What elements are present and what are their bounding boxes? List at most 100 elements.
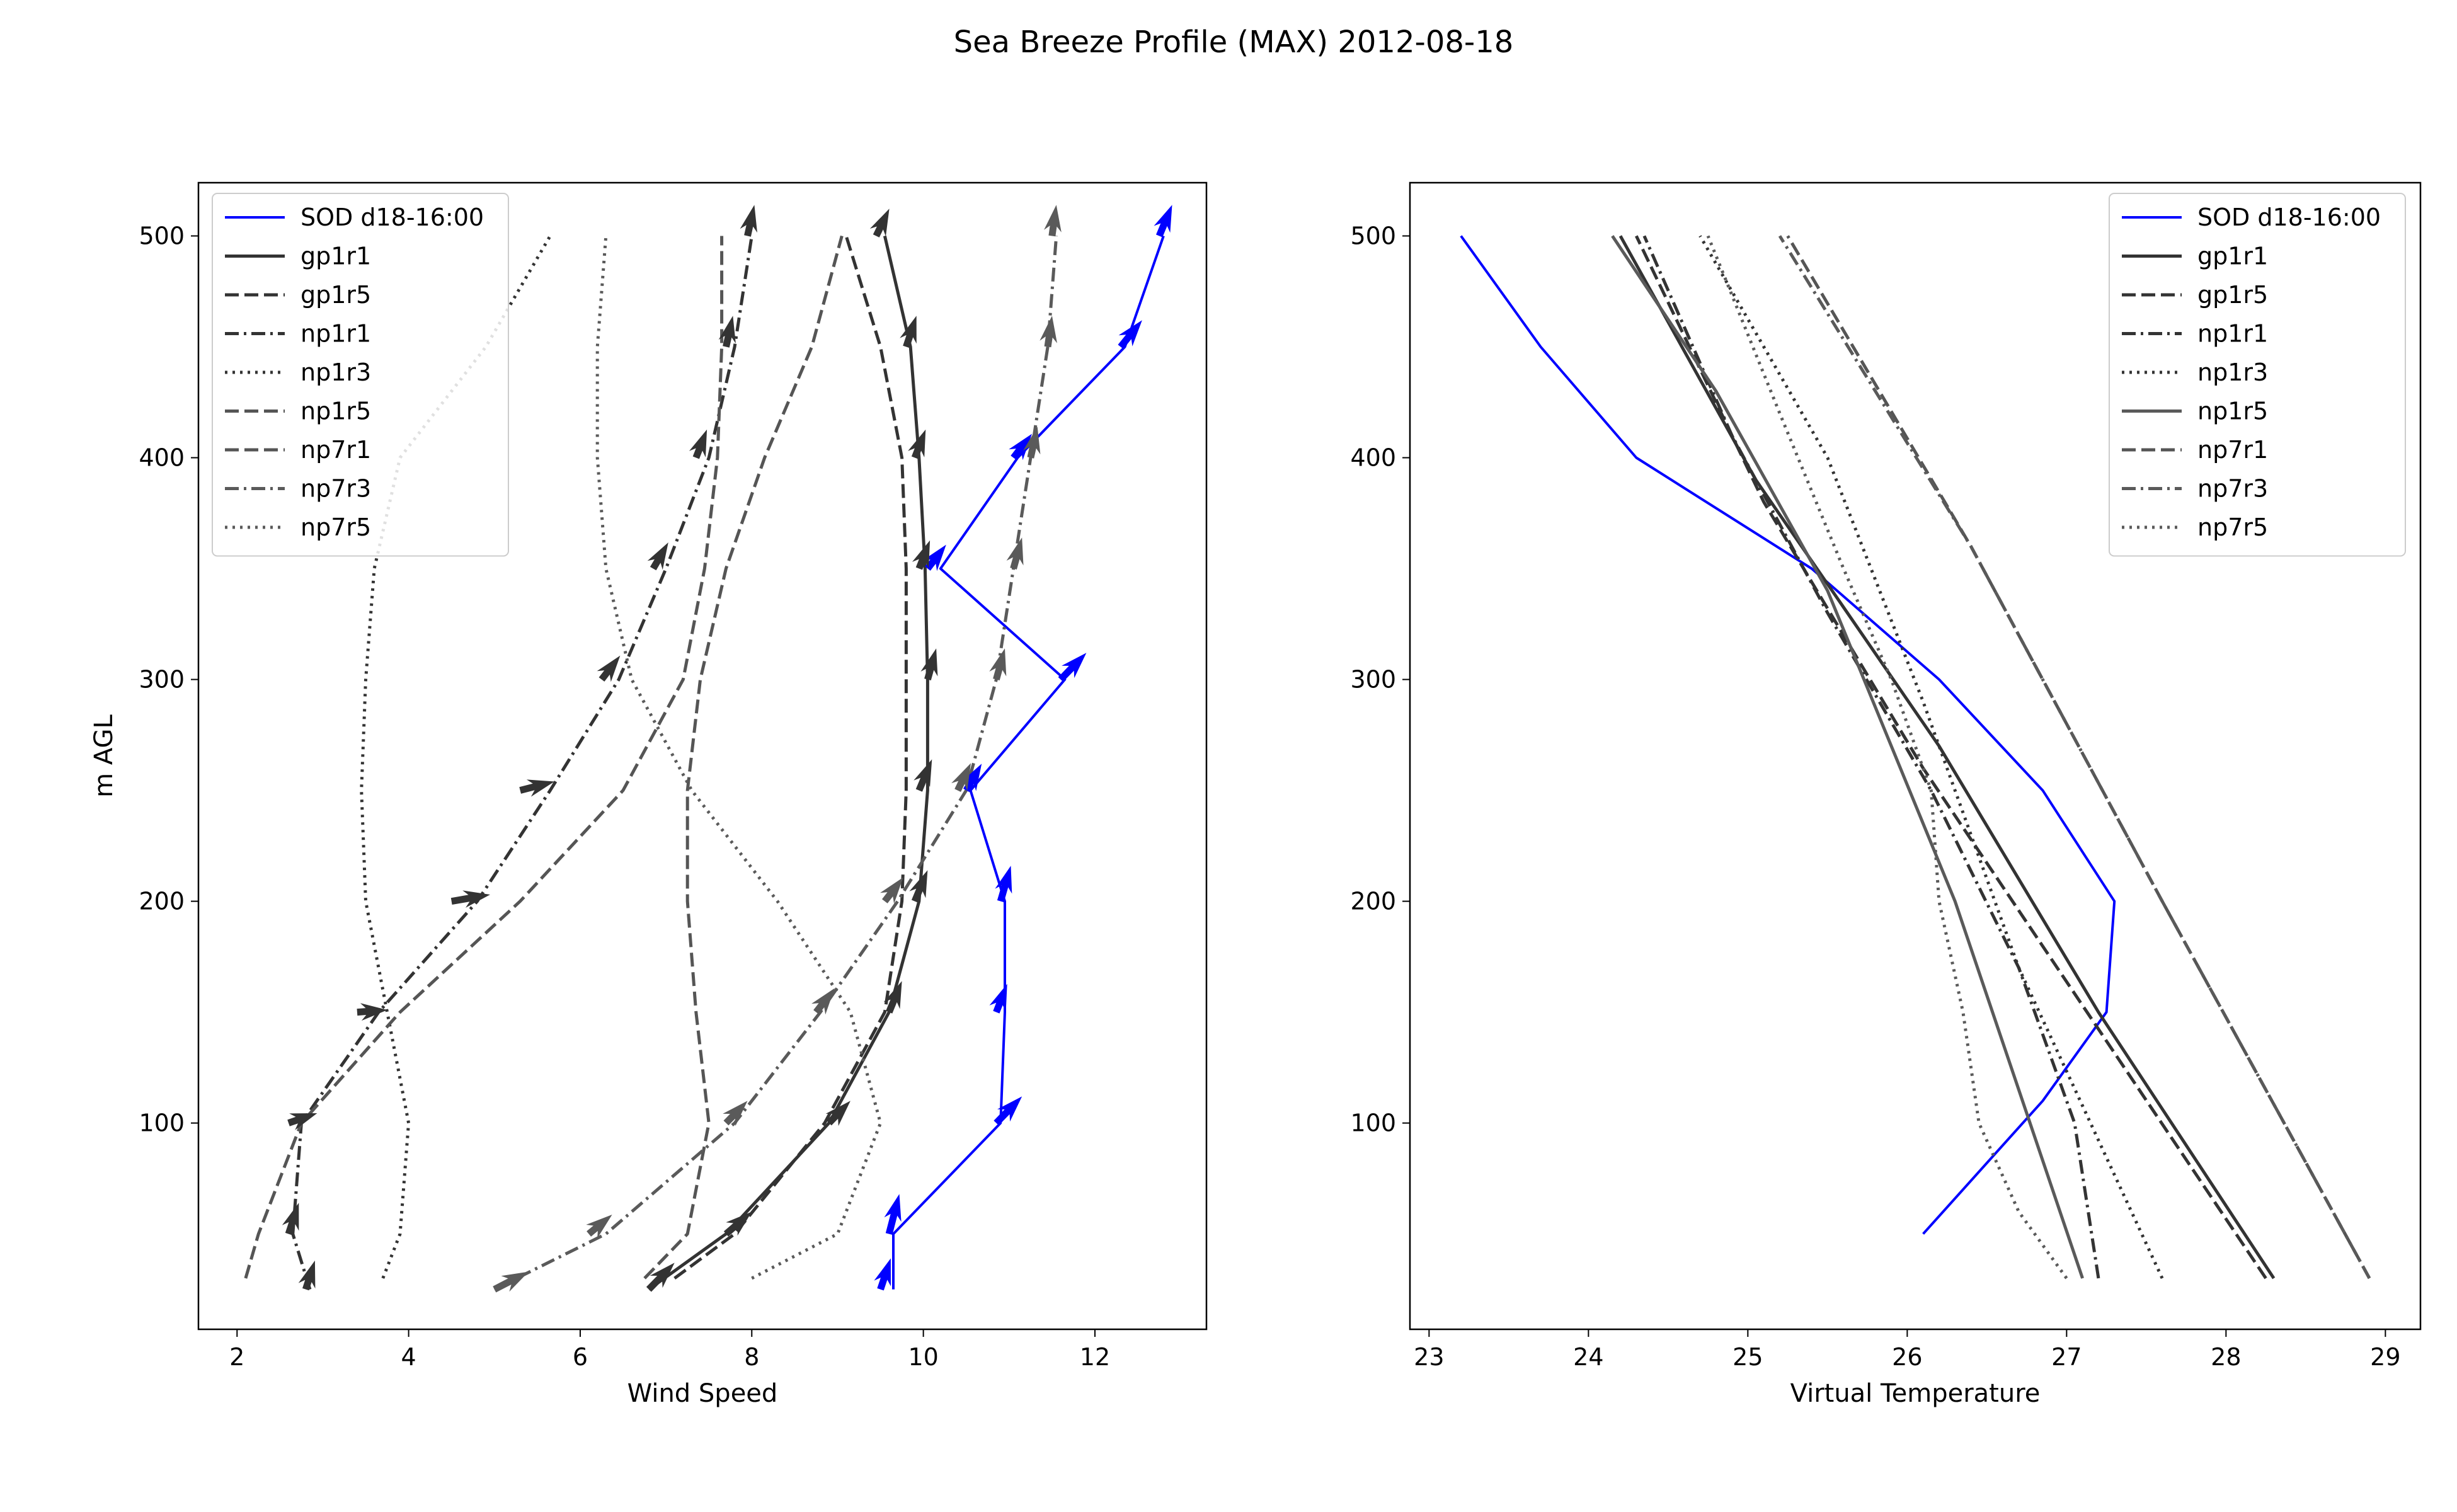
wind-arrow-np1r1 xyxy=(450,890,490,908)
legend-label: SOD d18-16:00 xyxy=(2197,203,2381,231)
legend-label: gp1r1 xyxy=(301,243,371,270)
wind-arrow-np7r3 xyxy=(493,1271,529,1293)
x-tick-label: 28 xyxy=(2211,1343,2241,1371)
wind-arrow-np1r1 xyxy=(597,655,621,682)
axes-frame xyxy=(1409,181,2422,1331)
wind-arrow-gp1r1 xyxy=(909,870,928,903)
x-tick-label: 25 xyxy=(1732,1343,1763,1371)
y-tick-label: 100 xyxy=(139,1109,185,1137)
wind-arrow-np1r1 xyxy=(357,1003,387,1021)
axes-frame xyxy=(197,181,1208,1331)
wind-arrow-sod-d18-16-00 xyxy=(994,1096,1022,1126)
x-tick-label: 24 xyxy=(1573,1343,1603,1371)
x-tick-label: 27 xyxy=(2051,1343,2082,1371)
legend-box xyxy=(2109,193,2406,557)
series-group xyxy=(1460,235,2371,1280)
x-tick-label: 29 xyxy=(2370,1343,2400,1371)
series-line-np7r3 xyxy=(493,236,1058,1291)
series-line-np7r3 xyxy=(1778,235,2371,1280)
legend-label: gp1r5 xyxy=(301,281,371,309)
wind-arrow-np7r3 xyxy=(586,1215,612,1239)
series-line-gp1r5 xyxy=(673,235,908,1280)
wind-arrow-gp1r1 xyxy=(723,1211,752,1237)
legend-label: SOD d18-16:00 xyxy=(301,203,484,231)
legend-label: np1r5 xyxy=(301,398,371,425)
legend-label: np7r1 xyxy=(301,436,371,464)
y-tick-label: 500 xyxy=(139,222,185,249)
wind-arrow-np7r3 xyxy=(1023,427,1041,459)
legend-label: np7r3 xyxy=(301,475,371,503)
series-line-gp1r1 xyxy=(1618,235,2276,1280)
x-tick-label: 4 xyxy=(401,1343,416,1371)
wind-arrow-gp1r1 xyxy=(914,759,932,792)
legend-label: np1r1 xyxy=(2197,320,2268,348)
wind-arrow-np7r3 xyxy=(1006,537,1024,570)
series-line-np1r5 xyxy=(1611,235,2084,1279)
series-line-np1r1 xyxy=(291,236,753,1290)
wind-arrow-gp1r1 xyxy=(825,1101,850,1126)
wind-arrow-sod-d18-16-00 xyxy=(874,1258,891,1291)
legend-label: np1r5 xyxy=(2197,398,2268,425)
y-tick-label: 100 xyxy=(1350,1109,1396,1137)
wind-arrow-np1r1 xyxy=(282,1203,299,1235)
y-tick-label: 200 xyxy=(139,888,185,915)
series-line-np7r5 xyxy=(1706,235,2068,1280)
wind-arrow-np1r1 xyxy=(298,1260,316,1291)
x-tick-label: 12 xyxy=(1080,1343,1110,1371)
wind-arrow-np1r1 xyxy=(689,429,707,459)
wind-arrow-np7r3 xyxy=(1044,205,1062,237)
legend-box xyxy=(212,193,509,557)
y-tick-label: 400 xyxy=(1350,444,1396,472)
x-tick-label: 6 xyxy=(573,1343,588,1371)
legend-label: np7r5 xyxy=(301,513,371,541)
wind-arrow-np7r3 xyxy=(1040,316,1057,348)
wind-arrow-np1r1 xyxy=(740,205,757,237)
wind-arrow-np1r1 xyxy=(718,316,736,348)
y-tick-label: 200 xyxy=(1350,888,1396,915)
wind-arrow-sod-d18-16-00 xyxy=(1154,205,1172,238)
wind-arrow-gp1r1 xyxy=(900,316,917,348)
wind-arrow-sod-d18-16-00 xyxy=(1009,433,1032,461)
right-plot-virtual-temperature: 23 24 25 26 27 28 29 100 200 300 400 500 Virtual Tem… xyxy=(1350,181,2422,1408)
legend-label: gp1r1 xyxy=(2197,243,2268,270)
wind-arrow-np1r1 xyxy=(287,1113,318,1130)
x-axis-label: Wind Speed xyxy=(627,1379,778,1408)
wind-arrow-sod-d18-16-00 xyxy=(1118,320,1142,349)
x-tick-label: 8 xyxy=(744,1343,759,1371)
legend: SOD d18-16:00 gp1r1 gp1r5 np1r1 np1r3 np1r5 np… xyxy=(212,193,509,557)
wind-arrow-gp1r1 xyxy=(883,981,902,1014)
x-axis-label: Virtual Temperature xyxy=(1790,1379,2041,1408)
series-line-gp1r5 xyxy=(1635,235,2267,1280)
legend-label: np7r3 xyxy=(2197,475,2268,503)
wind-arrow-np7r3 xyxy=(723,1101,748,1126)
x-tick-label: 2 xyxy=(229,1343,244,1371)
series-line-np1r3 xyxy=(1698,235,2164,1280)
wind-arrow-sod-d18-16-00 xyxy=(884,1194,902,1235)
wind-arrow-gp1r1 xyxy=(908,429,926,459)
wind-arrow-np1r1 xyxy=(647,542,668,571)
wind-arrow-np7r3 xyxy=(989,648,1007,680)
x-tick-label: 23 xyxy=(1414,1343,1444,1371)
x-tick-label: 10 xyxy=(908,1343,938,1371)
left-plot-wind-speed: 2 4 6 8 10 12 100 200 300 400 500 Wind Speed m AGL SO… xyxy=(89,181,1208,1408)
wind-arrow-gp1r1 xyxy=(646,1263,675,1292)
wind-arrow-sod-d18-16-00 xyxy=(989,983,1007,1014)
series-line-sod-d18-16-00 xyxy=(892,235,1165,1290)
legend-label: np1r3 xyxy=(2197,358,2268,386)
wind-arrow-np1r1 xyxy=(519,779,555,797)
series-line-np1r5 xyxy=(244,236,724,1279)
wind-arrow-gp1r1 xyxy=(920,648,938,680)
series-line-np7r1 xyxy=(643,235,844,1280)
series-line-sod-d18-16-00 xyxy=(1460,235,2116,1235)
wind-arrow-np7r3 xyxy=(811,988,835,1015)
figure-title: Sea Breeze Profile (MAX) 2012-08-18 xyxy=(954,25,1514,60)
y-tick-label: 500 xyxy=(1350,222,1396,249)
y-tick-label: 400 xyxy=(139,444,185,472)
wind-arrow-sod-d18-16-00 xyxy=(1058,653,1087,682)
x-tick-label: 26 xyxy=(1892,1343,1922,1371)
legend-label: np7r1 xyxy=(2197,436,2268,464)
wind-arrow-sod-d18-16-00 xyxy=(995,866,1012,903)
legend-label: gp1r5 xyxy=(2197,281,2268,309)
wind-arrow-np7r3 xyxy=(880,877,903,904)
y-tick-label: 300 xyxy=(1350,666,1396,694)
